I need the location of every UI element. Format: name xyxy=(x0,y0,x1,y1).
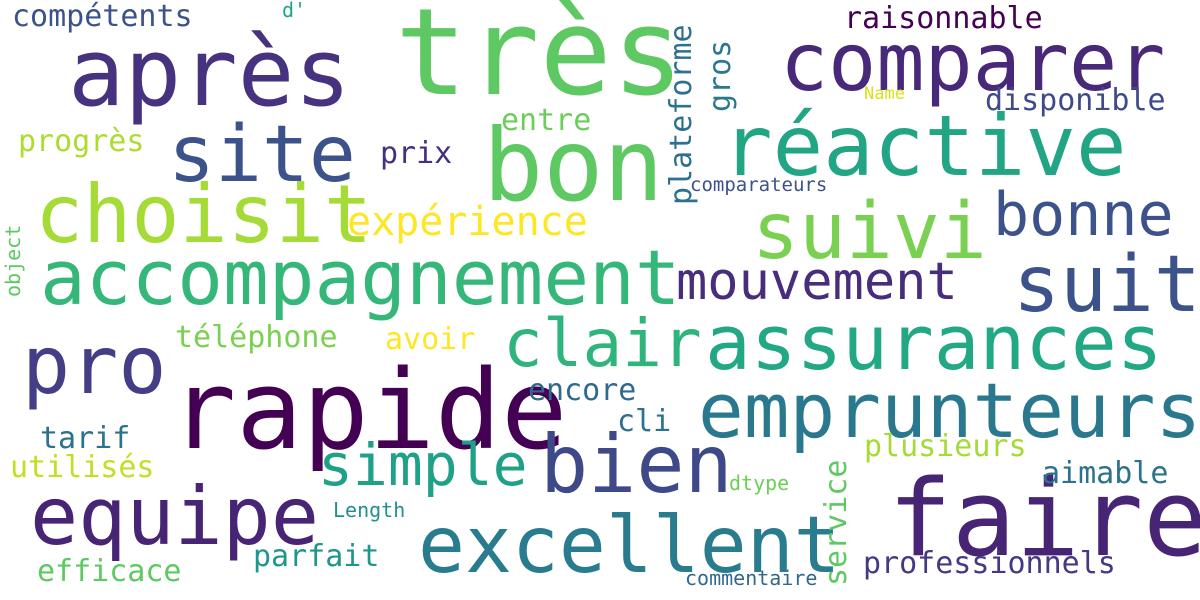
word-equipe: equipe xyxy=(30,470,319,563)
word-mouvement: mouvement xyxy=(676,252,958,312)
word-prix: prix xyxy=(380,136,453,171)
word-choisit: choisit xyxy=(35,168,373,261)
word-simple: simple xyxy=(318,431,528,499)
word-comparer: comparer xyxy=(780,16,1166,109)
word-emprunteurs: emprunteurs xyxy=(698,366,1200,455)
word-cli: cli xyxy=(617,404,672,439)
word-plusieurs: plusieurs xyxy=(864,429,1027,464)
word-entre: entre xyxy=(501,103,592,138)
word-commentaire: commentaire xyxy=(685,566,818,590)
word-suivi: suivi xyxy=(752,187,987,277)
word-pro: pro xyxy=(22,319,167,412)
word-tres: très xyxy=(395,0,684,123)
word-length: Length xyxy=(333,498,406,522)
word-competents: compétents xyxy=(12,0,193,34)
word-progres: progrès xyxy=(18,124,145,159)
word-reactive: réactive xyxy=(722,97,1127,195)
word-efficace: efficace xyxy=(37,554,182,589)
word-comparateurs: comparateurs xyxy=(690,174,828,196)
word-name: Name xyxy=(864,84,905,104)
word-suit: suit xyxy=(1013,240,1200,330)
word-bon: bon xyxy=(483,107,664,224)
word-plateforme: plateforme xyxy=(664,24,699,205)
word-raisonnable: raisonnable xyxy=(844,1,1043,36)
word-telephone: téléphone xyxy=(175,320,338,355)
word-dtype: dtype xyxy=(729,471,790,495)
word-tarif: tarif xyxy=(40,421,131,456)
word-bien: bien xyxy=(540,418,733,511)
word-service: service xyxy=(819,459,854,586)
word-site: site xyxy=(168,110,356,200)
word-object: object xyxy=(1,224,25,297)
word-gros: gros xyxy=(703,39,738,112)
word-excellent: excellent xyxy=(418,501,841,591)
word-utilises: utilisés xyxy=(10,450,155,485)
word-apres: après xyxy=(68,19,351,128)
word-bonne: bonne xyxy=(993,180,1174,250)
word-rapide: rapide xyxy=(170,346,568,474)
word-disponible: disponible xyxy=(985,83,1166,118)
word-experience: expérience xyxy=(347,199,588,245)
word-d: d' xyxy=(282,0,307,22)
word-aimable: aimable xyxy=(1042,456,1169,491)
word-accompagnement: accompagnement xyxy=(40,233,681,322)
word-assurances: assurances xyxy=(705,298,1163,387)
word-avoir: avoir xyxy=(385,322,476,357)
word-clair: clair xyxy=(503,305,702,382)
word-professionnels: professionnels xyxy=(863,546,1116,581)
word-faire: faire xyxy=(888,457,1200,580)
word-parfait: parfait xyxy=(253,539,380,574)
word-encore: encore xyxy=(528,373,637,408)
